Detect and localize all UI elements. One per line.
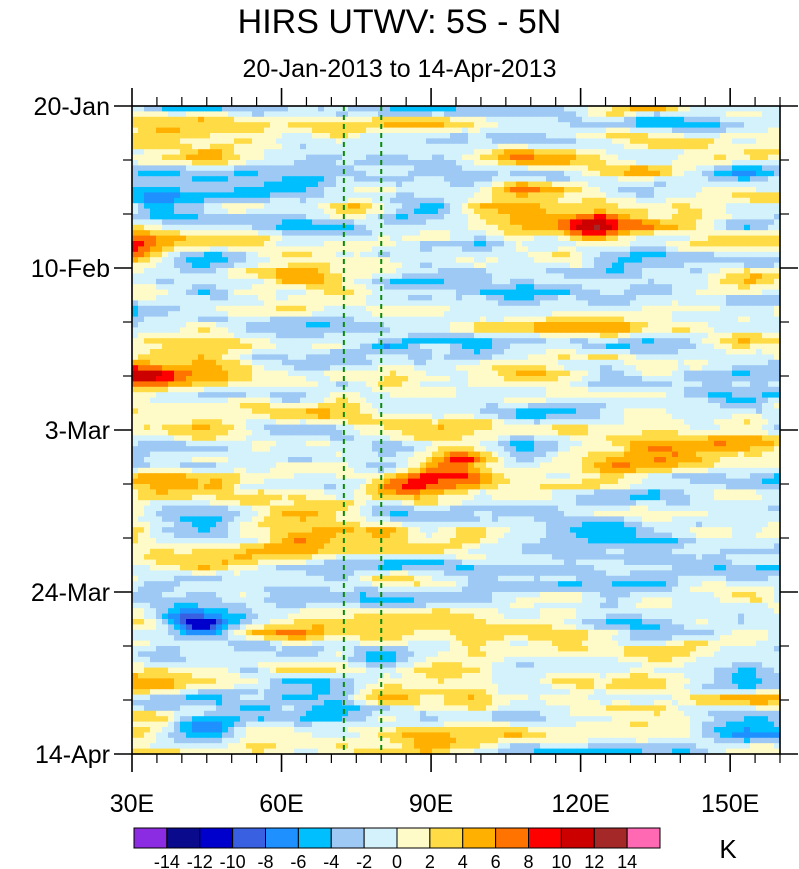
colorbar-swatch [298, 828, 331, 848]
colorbar-label: -12 [187, 852, 213, 869]
x-tick-label: 120E [551, 790, 609, 818]
colorbar-swatch [627, 828, 660, 848]
colorbar-swatch [397, 828, 430, 848]
x-tick-label: 90E [409, 790, 453, 818]
colorbar-swatch [233, 828, 266, 848]
x-tick-label: 30E [110, 790, 154, 818]
colorbar-label: 14 [617, 852, 637, 869]
colorbar-swatch [200, 828, 233, 848]
colorbar-swatch [529, 828, 562, 848]
colorbar-swatch [463, 828, 496, 848]
colorbar-label: 6 [491, 852, 501, 869]
colorbar-label: -6 [290, 852, 306, 869]
y-tick-label: 24-Mar [31, 579, 110, 607]
colorbar-label: -8 [257, 852, 273, 869]
x-tick-label: 150E [701, 790, 759, 818]
y-tick-label: 14-Apr [35, 741, 110, 769]
y-tick-label: 20-Jan [34, 93, 110, 121]
x-tick-label: 60E [259, 790, 303, 818]
colorbar-label: 12 [584, 852, 604, 869]
colorbar-swatch [496, 828, 529, 848]
colorbar-label: 10 [551, 852, 571, 869]
colorbar-swatch [266, 828, 299, 848]
y-tick-label: 10-Feb [31, 255, 110, 283]
hovmoller-chart: 20-Jan 10-Feb 3-Mar 24-Mar 14-Apr30E 60E 90E 12… [0, 0, 799, 869]
colorbar-label: -2 [356, 852, 372, 869]
colorbar-label: 0 [392, 852, 402, 869]
heatmap-field [132, 106, 781, 755]
colorbar-label: -4 [323, 852, 339, 869]
colorbar-swatch [167, 828, 200, 848]
y-tick-label: 3-Mar [45, 417, 110, 445]
colorbar-label: 8 [523, 852, 533, 869]
colorbar-swatch [594, 828, 627, 848]
colorbar-units: K [719, 834, 737, 864]
colorbar-label: -14 [154, 852, 180, 869]
colorbar-label: -10 [220, 852, 246, 869]
colorbar-label: 4 [458, 852, 468, 869]
colorbar-swatch [134, 828, 167, 848]
colorbar-swatch [364, 828, 397, 848]
colorbar-swatch [331, 828, 364, 848]
colorbar-label: 2 [425, 852, 435, 869]
colorbar-swatch [430, 828, 463, 848]
colorbar-swatch [561, 828, 594, 848]
